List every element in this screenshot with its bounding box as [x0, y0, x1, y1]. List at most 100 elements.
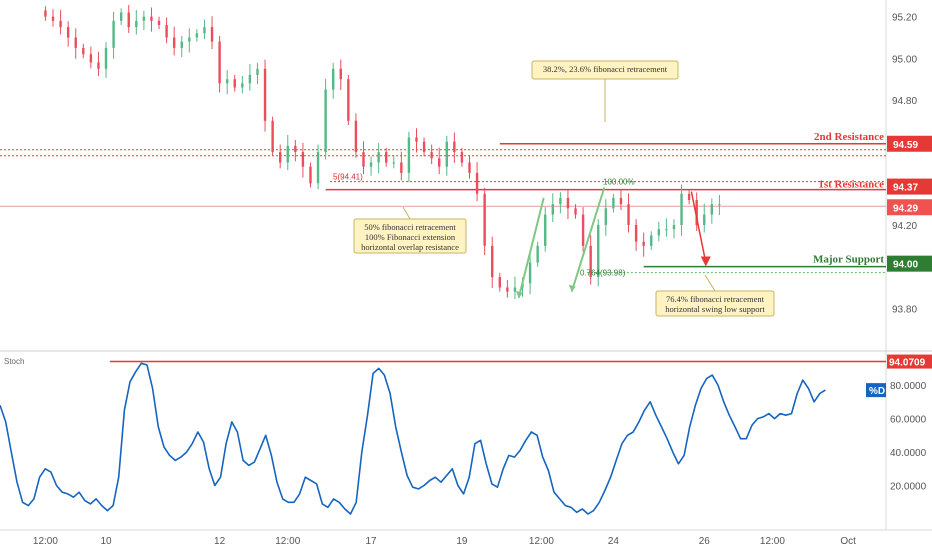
stoch-tick-label-2: 40.0000	[890, 448, 927, 459]
candle-body	[559, 197, 562, 205]
time-tick-label-8: 26	[699, 536, 711, 547]
fib-label-0764: 0.764(93.98)	[580, 269, 626, 278]
price-tick-label-0: 95.20	[892, 13, 917, 24]
candle-body	[135, 20, 138, 28]
candle-body	[695, 200, 698, 225]
annotation-text-fib-764-1: horizontal swing low support	[665, 304, 765, 314]
candle-body	[453, 141, 456, 153]
candle-body	[551, 204, 555, 215]
stoch-tick-label-0: 80.0000	[890, 381, 927, 392]
candle-body	[506, 287, 509, 292]
annotation-text-fib-764-0: 76.4% fibonacci retracement	[666, 294, 765, 304]
time-axis: 12:00 10 12 12:00 17 19 12:00 24 26 12:00 Oct	[33, 536, 856, 547]
time-tick-label-3: 12:00	[275, 536, 300, 547]
fib-arrowhead-1	[568, 284, 576, 292]
candle-body	[597, 225, 600, 278]
price-tag-text-1st-resistance: 94.37	[893, 183, 918, 194]
candlestick-series	[44, 5, 721, 300]
time-tick-label-4: 17	[365, 536, 377, 547]
price-levels	[0, 143, 886, 274]
candle-body	[241, 83, 244, 88]
price-tag-1st-resistance	[887, 178, 932, 195]
fib-extension-line-0	[517, 197, 545, 299]
candle-body	[165, 25, 168, 38]
stoch-series-tag-text: %D	[869, 386, 885, 397]
price-annotations: 2nd Resistance 1st Resistance Major Suppor…	[333, 60, 884, 317]
candle-body	[407, 137, 411, 173]
candle-body	[354, 120, 358, 153]
candle-body	[377, 152, 380, 163]
candle-body	[498, 277, 501, 288]
candle-body	[483, 193, 486, 246]
price-tag-major-support	[887, 255, 932, 272]
time-tick-label-2: 12	[214, 536, 226, 547]
candle-body	[468, 162, 471, 173]
price-axis: 95.2095.0094.8094.4094.2093.8094.5994.37…	[887, 13, 932, 315]
candle-body	[66, 27, 70, 38]
candle-body	[634, 225, 638, 242]
candle-body	[430, 152, 433, 159]
candle-body	[687, 193, 691, 200]
candle-body	[263, 68, 267, 121]
candle-body	[544, 214, 547, 246]
annotation-box-fib-382	[531, 60, 679, 80]
candle-body	[104, 47, 108, 69]
stoch-panel: 94.0709 80.0000 60.0000 40.0000 20.0000 %D	[0, 354, 932, 515]
candle-body	[233, 79, 236, 88]
candle-body	[248, 75, 252, 84]
candle-body	[445, 141, 448, 167]
annotation-box-fib-50	[353, 218, 467, 254]
stoch-d-line	[0, 362, 826, 515]
candle-body	[324, 89, 327, 153]
price-tag-text-2nd-resistance: 94.59	[893, 140, 918, 151]
price-tag-text-major-support: 94.00	[893, 260, 918, 271]
candle-body	[316, 152, 320, 184]
fib-extension-line-1	[570, 187, 606, 292]
candle-body	[82, 47, 85, 55]
annotation-box-fib-764	[655, 290, 775, 317]
candle-body	[51, 16, 55, 21]
stoch-series-tag	[866, 383, 886, 398]
candle-body	[650, 235, 653, 246]
candle-body	[536, 245, 539, 263]
price-tick-label-4: 94.20	[892, 221, 917, 232]
candle-body	[331, 68, 335, 90]
resistance-1-label: 1st Resistance	[818, 179, 884, 191]
candle-body	[362, 152, 365, 167]
time-tick-label-9: 12:00	[760, 536, 785, 547]
candle-body	[566, 197, 570, 209]
candle-body	[44, 10, 47, 17]
candle-body	[612, 197, 615, 209]
time-tick-label-7: 24	[608, 536, 620, 547]
candle-body	[438, 158, 441, 167]
candle-body	[385, 152, 388, 163]
candle-body	[210, 27, 214, 42]
stoch-tick-label-3: 20.0000	[890, 482, 927, 493]
time-tick-label-5: 19	[456, 536, 468, 547]
annotation-text-fib-382-0: 38.2%, 23.6% fibonacci retracement	[543, 64, 668, 74]
candle-body	[422, 141, 426, 153]
candle-body	[657, 229, 661, 236]
candle-body	[271, 120, 274, 153]
candle-body	[203, 27, 206, 34]
annotation-pointer-fib-764	[704, 274, 716, 292]
fib-label-5: 5(94.41)	[333, 173, 363, 182]
candle-body	[415, 137, 418, 142]
candle-body	[718, 204, 721, 206]
candle-body	[225, 79, 229, 84]
support-label: Major Support	[813, 254, 884, 266]
candle-body	[74, 37, 77, 48]
time-tick-label-0: 12:00	[33, 536, 58, 547]
candle-body	[112, 20, 115, 48]
annotation-pointer-fib-50	[402, 206, 411, 220]
candle-body	[278, 152, 282, 163]
candle-body	[710, 204, 714, 215]
candle-body	[59, 20, 62, 28]
candle-body	[400, 162, 403, 173]
candle-body	[528, 262, 532, 284]
projection-arrow-line	[690, 191, 707, 263]
candle-body	[286, 145, 289, 163]
stoch-tick-label-1: 60.0000	[890, 415, 927, 426]
